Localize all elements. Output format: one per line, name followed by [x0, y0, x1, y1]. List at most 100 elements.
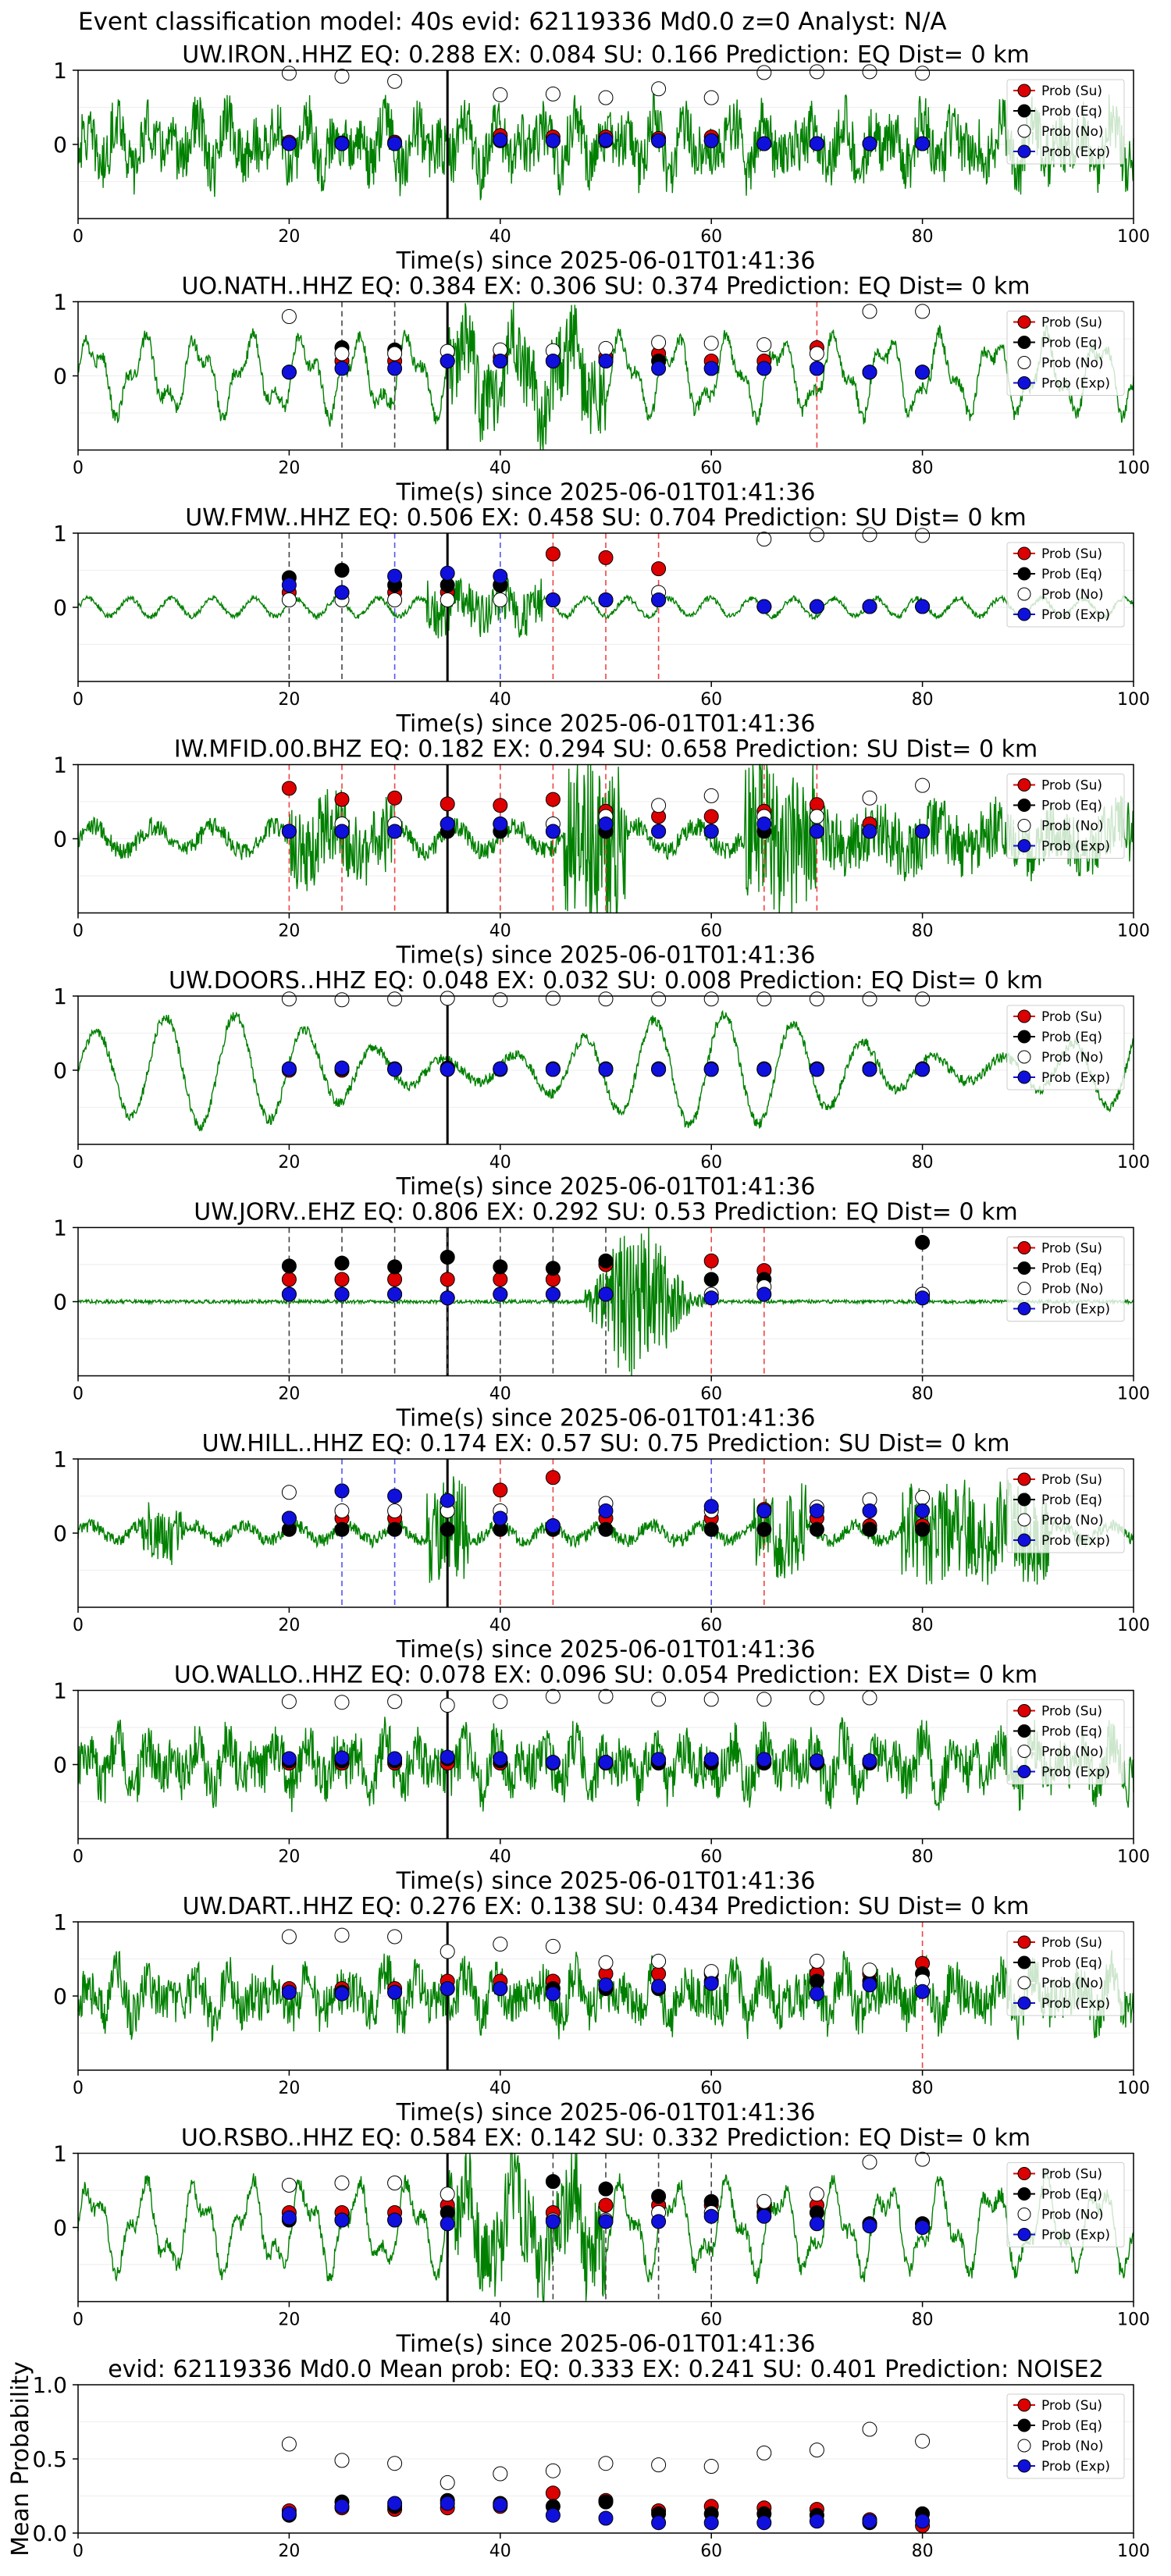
prob-point-no — [493, 1694, 508, 1710]
x-tick-label: 40 — [489, 227, 511, 247]
x-tick-label: 80 — [912, 1616, 934, 1635]
legend-marker-exp — [1017, 144, 1031, 158]
prob-point-exp — [545, 1286, 561, 1302]
panel-title: IW.MFID.00.BHZ EQ: 0.182 EX: 0.294 SU: 0… — [174, 736, 1038, 763]
y-tick-label: 0.5 — [32, 2446, 67, 2472]
legend-box — [1006, 1699, 1125, 1784]
prob-point-exp — [915, 2220, 931, 2235]
prob-point-exp — [281, 1751, 297, 1767]
prob-point-exp — [915, 365, 931, 380]
prob-point-no — [703, 336, 719, 351]
prob-point-eq — [387, 1259, 403, 1275]
x-tick-label: 40 — [489, 1616, 511, 1635]
prob-point-eq — [440, 1521, 455, 1537]
panel-title: UW.FMW..HHZ EQ: 0.506 EX: 0.458 SU: 0.70… — [185, 504, 1027, 532]
prob-point-no — [440, 592, 455, 607]
legend-label-exp: Prob (Exp) — [1041, 607, 1110, 623]
prob-point-no — [493, 1937, 508, 1952]
prob-point-no — [598, 340, 614, 356]
x-axis-label: Time(s) since 2025-06-01T01:41:36 — [396, 1405, 816, 1432]
x-tick-label: 40 — [489, 690, 511, 710]
x-tick-label: 80 — [912, 1848, 934, 1867]
legend-label-su: Prob (Su) — [1041, 1472, 1102, 1488]
legend-label-no: Prob (No) — [1041, 1050, 1104, 1066]
legend-label-eq: Prob (Eq) — [1041, 799, 1102, 814]
x-tick-label: 80 — [912, 2311, 934, 2330]
prob-point-eq — [334, 1255, 350, 1271]
x-tick-label: 100 — [1117, 922, 1150, 941]
legend-label-exp: Prob (Exp) — [1041, 1070, 1110, 1086]
x-tick-label: 0 — [73, 459, 84, 479]
prob-point-su — [440, 1272, 455, 1287]
prob-point-exp — [387, 361, 403, 376]
x-tick-label: 40 — [489, 922, 511, 941]
prob-point-exp — [493, 1061, 508, 1076]
prob-point-su — [334, 792, 350, 807]
prob-point-su — [387, 790, 403, 806]
legend-marker-no — [1017, 587, 1031, 601]
panel-title: UO.WALLO..HHZ EQ: 0.078 EX: 0.096 SU: 0.… — [174, 1662, 1038, 1689]
legend-label-eq: Prob (Eq) — [1041, 1493, 1102, 1508]
prob-point-exp — [334, 1986, 350, 2001]
prob-point-no — [703, 2459, 719, 2474]
legend-label-su: Prob (Su) — [1041, 546, 1102, 562]
prob-point-exp — [862, 2514, 877, 2529]
legend-box — [1006, 2162, 1125, 2247]
prob-point-exp — [598, 1286, 614, 1302]
panel-3: UW.FMW..HHZ EQ: 0.506 EX: 0.458 SU: 0.70… — [53, 504, 1150, 738]
x-tick-label: 80 — [912, 1153, 934, 1172]
legend-marker-eq — [1017, 799, 1031, 812]
legend-marker-no — [1017, 1745, 1031, 1758]
panel-10: UO.RSBO..HHZ EQ: 0.584 EX: 0.142 SU: 0.3… — [53, 2125, 1150, 2358]
x-tick-label: 60 — [700, 227, 722, 247]
prob-point-exp — [809, 2216, 824, 2232]
prob-point-exp — [809, 824, 824, 839]
legend-label-su: Prob (Su) — [1041, 315, 1102, 331]
prob-point-no — [915, 2151, 931, 2167]
prob-point-no — [281, 592, 297, 607]
y-tick-label: 0 — [53, 595, 67, 621]
prob-point-exp — [809, 599, 824, 614]
legend-marker-su — [1017, 2398, 1031, 2412]
legend-label-su: Prob (Su) — [1041, 2167, 1102, 2183]
prob-point-no — [651, 81, 667, 97]
legend-label-eq: Prob (Eq) — [1041, 2418, 1102, 2434]
x-tick-label: 0 — [73, 1616, 84, 1635]
legend-label-no: Prob (No) — [1041, 2208, 1104, 2223]
prob-point-exp — [440, 565, 455, 581]
prob-point-exp — [703, 2208, 719, 2224]
y-axis-label: Mean Probability — [7, 2361, 34, 2556]
prob-point-no — [703, 788, 719, 803]
x-tick-label: 0 — [73, 2311, 84, 2330]
x-axis-label: Time(s) since 2025-06-01T01:41:36 — [396, 942, 816, 970]
x-tick-label: 80 — [912, 690, 934, 710]
prob-point-no — [440, 2475, 455, 2490]
prob-point-no — [387, 1929, 403, 1944]
x-tick-label: 20 — [278, 2311, 300, 2330]
prob-point-no — [862, 304, 877, 319]
y-tick-label: 0.0 — [32, 2521, 67, 2546]
prob-point-exp — [756, 2515, 772, 2531]
y-tick-label: 1 — [53, 984, 67, 1009]
prob-point-no — [915, 1489, 931, 1505]
prob-point-su — [703, 809, 719, 824]
legend-box — [1006, 1468, 1125, 1553]
y-tick-label: 0 — [53, 1984, 67, 2009]
prob-point-exp — [703, 1290, 719, 1306]
x-tick-label: 100 — [1117, 1153, 1150, 1172]
legend-marker-no — [1017, 356, 1031, 369]
y-tick-label: 1 — [53, 1678, 67, 1704]
legend-box — [1006, 774, 1125, 859]
x-tick-label: 80 — [912, 227, 934, 247]
prob-point-exp — [915, 136, 931, 151]
legend-marker-su — [1017, 546, 1031, 560]
prob-point-exp — [651, 2515, 667, 2531]
prob-point-su — [545, 792, 561, 807]
y-tick-label: 1 — [53, 1215, 67, 1241]
prob-point-exp — [703, 361, 719, 376]
legend-marker-eq — [1017, 1724, 1031, 1738]
figure-suptitle: Event classification model: 40s evid: 62… — [78, 8, 947, 36]
panel-8: UO.WALLO..HHZ EQ: 0.078 EX: 0.096 SU: 0.… — [53, 1662, 1150, 1895]
x-tick-label: 0 — [73, 1153, 84, 1172]
prob-point-exp — [598, 817, 614, 831]
